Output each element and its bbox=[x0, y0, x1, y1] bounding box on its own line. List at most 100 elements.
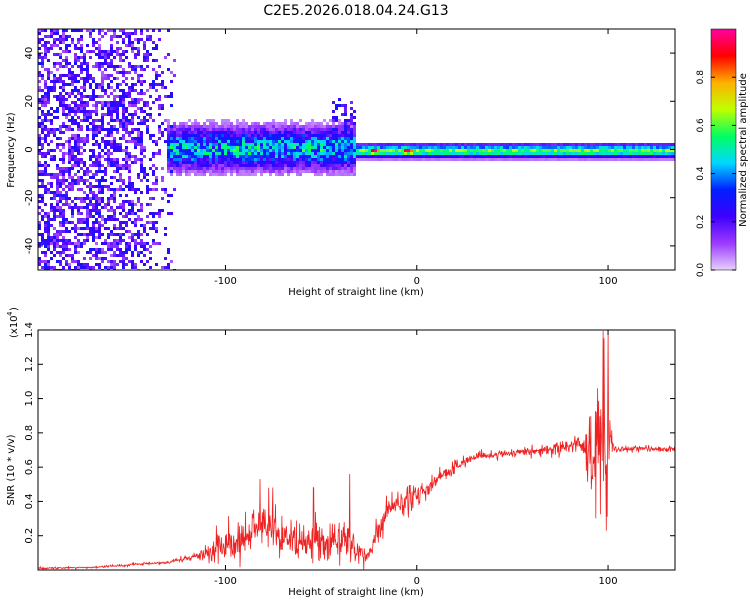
spectrogram-cell bbox=[419, 152, 422, 155]
spectrogram-cell bbox=[107, 236, 110, 239]
spectrogram-cell bbox=[44, 251, 47, 254]
spectrogram-cell bbox=[59, 41, 62, 44]
spectrogram-cell bbox=[119, 95, 122, 98]
spectrogram-cell bbox=[134, 137, 137, 140]
spectrogram-cell bbox=[500, 149, 503, 152]
spectrogram-cell bbox=[110, 86, 113, 89]
spectrogram-cell bbox=[296, 137, 299, 140]
spectrogram-cell bbox=[347, 170, 350, 173]
spectrogram-cell bbox=[74, 59, 77, 62]
spectrogram-cell bbox=[299, 137, 302, 140]
spectrogram-cell bbox=[68, 110, 71, 113]
spectrogram-cell bbox=[83, 107, 86, 110]
spectrogram-cell bbox=[137, 107, 140, 110]
spectrogram-cell bbox=[125, 95, 128, 98]
y-tick-label: 0.4 bbox=[24, 493, 35, 509]
spectrogram-cell bbox=[473, 149, 476, 152]
spectrogram-cell bbox=[182, 149, 185, 152]
spectrogram-cell bbox=[221, 134, 224, 137]
spectrogram-cell bbox=[56, 200, 59, 203]
spectrogram-cell bbox=[146, 38, 149, 41]
spectrogram-cell bbox=[248, 170, 251, 173]
spectrogram-cell bbox=[71, 167, 74, 170]
spectrogram-cell bbox=[155, 188, 158, 191]
spectrogram-cell bbox=[485, 146, 488, 149]
spectrogram-cell bbox=[425, 143, 428, 146]
spectrogram-cell bbox=[158, 113, 161, 116]
y-tick-label: 1.0 bbox=[24, 391, 35, 407]
spectrogram-cell bbox=[431, 149, 434, 152]
spectrogram-cell bbox=[257, 167, 260, 170]
spectrogram-cell bbox=[68, 92, 71, 95]
spectrogram-cell bbox=[239, 146, 242, 149]
spectrogram-cell bbox=[305, 164, 308, 167]
spectrogram-cell bbox=[56, 98, 59, 101]
spectrogram-cell bbox=[98, 56, 101, 59]
spectrogram-cell bbox=[65, 38, 68, 41]
spectrogram-cell bbox=[62, 110, 65, 113]
spectrogram-cell bbox=[209, 125, 212, 128]
spectrogram-cell bbox=[137, 251, 140, 254]
spectrogram-cell bbox=[350, 143, 353, 146]
spectrogram-cell bbox=[80, 86, 83, 89]
spectrogram-cell bbox=[227, 122, 230, 125]
spectrogram-cell bbox=[299, 146, 302, 149]
spectrogram-cell bbox=[263, 143, 266, 146]
spectrogram-cell bbox=[95, 170, 98, 173]
spectrogram-cell bbox=[122, 104, 125, 107]
spectrogram-cell bbox=[548, 149, 551, 152]
spectrogram-cell bbox=[110, 92, 113, 95]
spectrogram-cell bbox=[107, 164, 110, 167]
spectrogram-cell bbox=[122, 101, 125, 104]
spectrogram-cell bbox=[95, 236, 98, 239]
spectrogram-cell bbox=[110, 218, 113, 221]
spectrogram-cell bbox=[521, 152, 524, 155]
spectrogram-cell bbox=[230, 170, 233, 173]
spectrogram-cell bbox=[44, 53, 47, 56]
spectrogram-cell bbox=[113, 32, 116, 35]
spectrogram-cell bbox=[344, 137, 347, 140]
spectrogram-cell bbox=[467, 152, 470, 155]
spectrogram-cell bbox=[245, 152, 248, 155]
spectrogram-cell bbox=[56, 233, 59, 236]
spectrogram-cell bbox=[329, 119, 332, 122]
spectrogram-cell bbox=[266, 122, 269, 125]
spectrogram-cell bbox=[341, 158, 344, 161]
spectrogram-cell bbox=[92, 143, 95, 146]
spectrogram-cell bbox=[116, 188, 119, 191]
spectrogram-cell bbox=[233, 152, 236, 155]
spectrogram-cell bbox=[260, 170, 263, 173]
spectrogram-cell bbox=[71, 212, 74, 215]
spectrogram-cell bbox=[341, 104, 344, 107]
spectrogram-cell bbox=[320, 140, 323, 143]
spectrogram-cell bbox=[254, 128, 257, 131]
spectrogram-cell bbox=[374, 152, 377, 155]
spectrogram-cell bbox=[311, 131, 314, 134]
spectrogram-cell bbox=[530, 143, 533, 146]
spectrogram-cell bbox=[323, 128, 326, 131]
spectrogram-cell bbox=[98, 236, 101, 239]
spectrogram-cell bbox=[329, 140, 332, 143]
spectrogram-cell bbox=[41, 89, 44, 92]
spectrogram-cell bbox=[86, 101, 89, 104]
spectrogram-cell bbox=[566, 152, 569, 155]
spectrogram-cell bbox=[188, 161, 191, 164]
spectrogram-cell bbox=[350, 170, 353, 173]
spectrogram-cell bbox=[449, 158, 452, 161]
spectrogram-cell bbox=[161, 197, 164, 200]
spectrogram-cell bbox=[80, 218, 83, 221]
spectrogram-cell bbox=[128, 119, 131, 122]
spectrogram-cell bbox=[290, 137, 293, 140]
spectrogram-cell bbox=[119, 122, 122, 125]
spectrogram-cell bbox=[47, 68, 50, 71]
spectrogram-cell bbox=[152, 173, 155, 176]
spectrogram-cell bbox=[329, 149, 332, 152]
spectrogram-cell bbox=[68, 107, 71, 110]
spectrogram-cell bbox=[146, 248, 149, 251]
spectrogram-cell bbox=[47, 131, 50, 134]
spectrogram-cell bbox=[89, 95, 92, 98]
spectrogram-cell bbox=[104, 56, 107, 59]
spectrogram-cell bbox=[632, 152, 635, 155]
spectrogram-cell bbox=[107, 203, 110, 206]
spectrogram-cell bbox=[497, 149, 500, 152]
